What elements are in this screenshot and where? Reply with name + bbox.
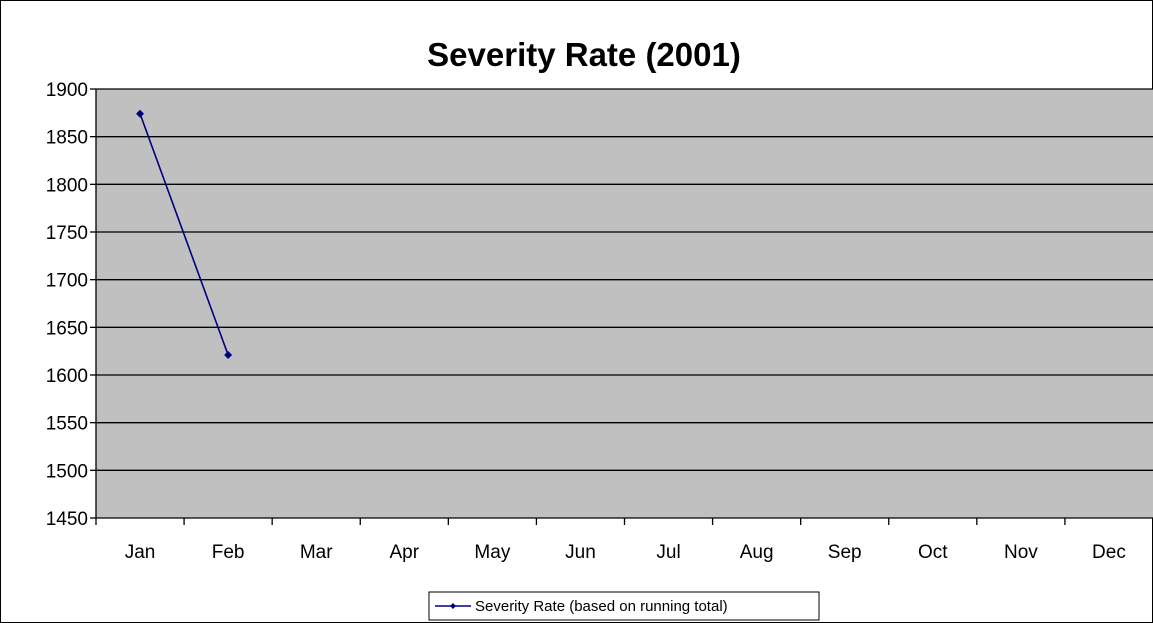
legend-label: Severity Rate (based on running total) [475, 598, 728, 615]
y-tick-label: 1500 [46, 461, 88, 482]
y-tick-label: 1750 [46, 223, 88, 244]
x-tick-label: Dec [1092, 542, 1126, 563]
plot-background [96, 89, 1153, 518]
y-tick-label: 1600 [46, 366, 88, 387]
x-tick-label: Aug [740, 542, 774, 563]
y-tick-label: 1450 [46, 509, 88, 530]
y-tick-label: 1800 [46, 175, 88, 196]
chart-title: Severity Rate (2001) [427, 36, 741, 73]
x-tick-label: Apr [390, 542, 420, 563]
x-tick-label: Nov [1004, 542, 1038, 563]
x-tick-label: Jul [656, 542, 680, 563]
y-tick-label: 1700 [46, 271, 88, 292]
x-tick-label: Mar [300, 542, 333, 563]
data-point [136, 109, 145, 118]
legend-swatch-marker [450, 603, 456, 609]
x-axis: Jan Feb Mar Apr May Jun Jul Aug Sep Oct Nov Dec [95, 518, 1153, 563]
series-line [139, 113, 229, 356]
plot-area [96, 88, 1153, 519]
x-tick-label: Feb [212, 542, 245, 563]
y-tick-label: 1900 [46, 80, 88, 101]
y-tick-label: 1650 [46, 318, 88, 339]
y-tick-label: 1850 [46, 128, 88, 149]
y-tick-label: 1550 [46, 414, 88, 435]
x-tick-label: Jan [125, 542, 156, 563]
y-axis: 1450 1500 1550 1600 1650 1700 1750 1800 1850 1900 [46, 80, 97, 530]
data-point [224, 350, 233, 359]
x-tick-label: May [474, 542, 510, 563]
legend: Severity Rate (based on running total) [428, 591, 820, 621]
x-tick-label: Jun [565, 542, 596, 563]
x-tick-label: Sep [828, 542, 862, 563]
x-tick-label: Oct [918, 542, 948, 563]
series-layer [136, 109, 233, 359]
legend-box [428, 591, 820, 621]
